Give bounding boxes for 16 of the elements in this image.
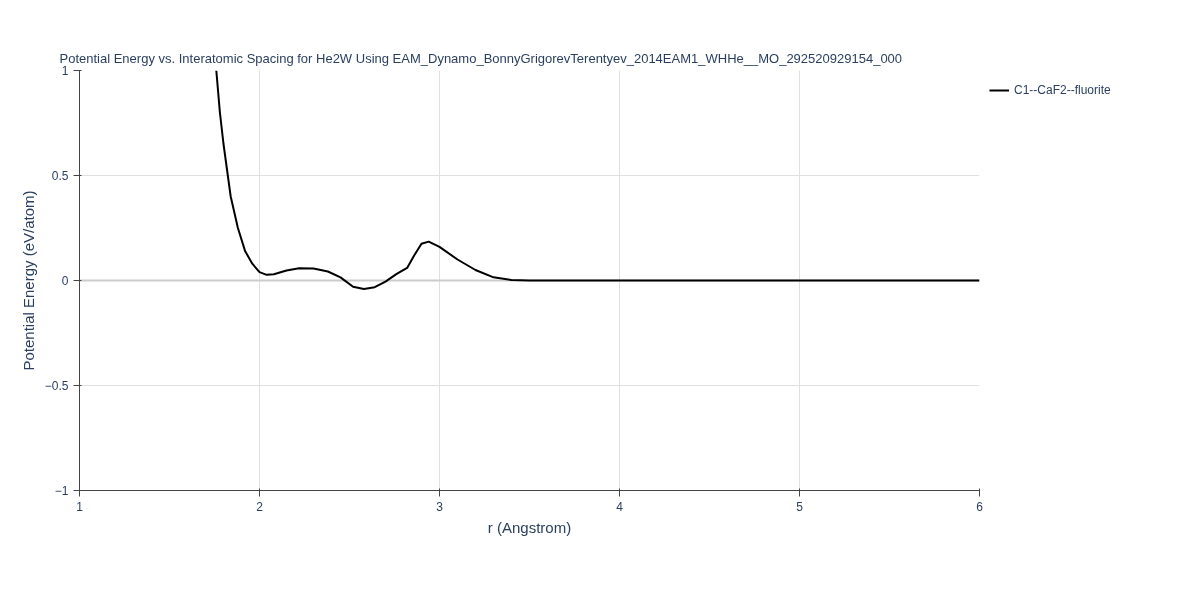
- y-axis-title: Potential Energy (eV/atom): [19, 190, 37, 371]
- legend-label: C1--CaF2--fluorite: [1014, 83, 1111, 97]
- x-tick-label: 3: [436, 499, 444, 514]
- y-tick-label: 0.5: [51, 169, 69, 183]
- x-tick-label: 2: [256, 499, 264, 514]
- x-tick-label: 4: [616, 499, 624, 514]
- x-axis-title: r (Angstrom): [487, 518, 572, 536]
- x-tick-label: 6: [976, 499, 984, 514]
- x-tick-label: 5: [796, 499, 804, 514]
- y-tick-label: 0: [61, 274, 69, 288]
- chart-title: Potential Energy vs. Interatomic Spacing for He2W Using EAM_Dynamo_BonnyGrigorevTerentyev_2014EAM1_WHHe__MO_292520929154_000: [59, 50, 903, 66]
- y-tick-label: −1: [54, 484, 69, 498]
- y-tick-label: 1: [61, 64, 69, 78]
- y-tick-label: −0.5: [44, 379, 69, 393]
- x-tick-label: 1: [76, 499, 84, 514]
- line-series: [215, 70, 980, 290]
